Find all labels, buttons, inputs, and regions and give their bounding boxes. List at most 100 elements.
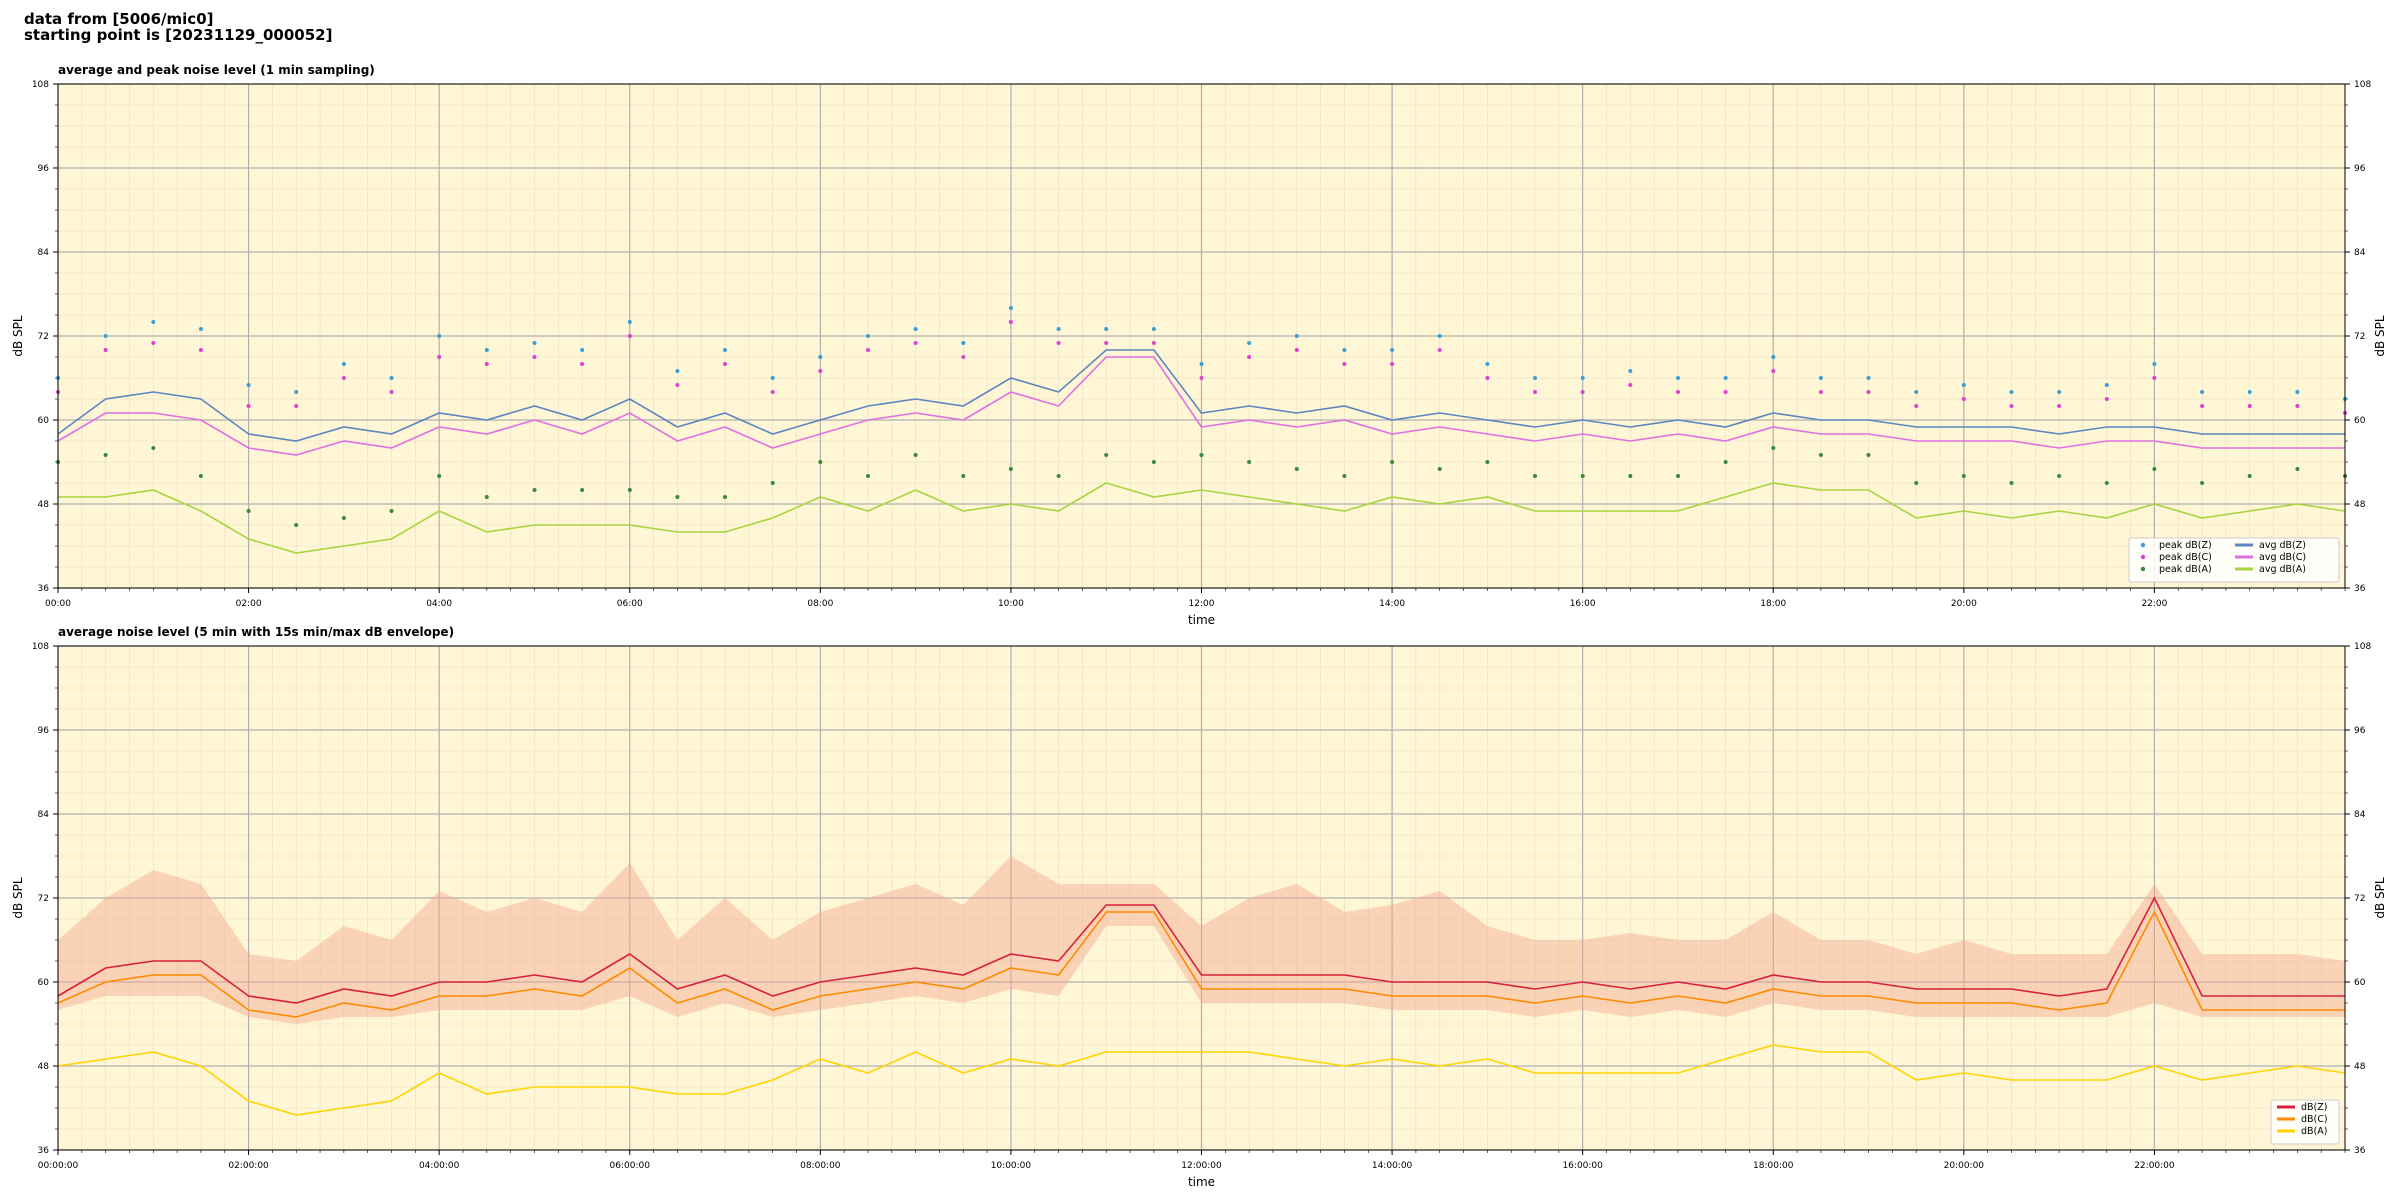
scatter-point: [294, 404, 299, 408]
scatter-point: [103, 453, 108, 457]
scatter-point: [532, 355, 537, 359]
y-tick-label-right: 60: [2354, 416, 2366, 426]
chart-average-peak: average and peak noise level (1 min samp…: [11, 63, 2387, 627]
scatter-point: [1771, 369, 1776, 373]
scatter-point: [1008, 467, 1013, 471]
y-tick-label-right: 96: [2354, 726, 2366, 736]
scatter-point: [961, 355, 966, 359]
scatter-point: [1580, 376, 1585, 380]
scatter-point: [770, 481, 775, 485]
scatter-point: [1676, 474, 1680, 478]
scatter-point: [2247, 474, 2252, 478]
header-source-line: data from [5006/mic0]: [24, 10, 214, 28]
scatter-point: [913, 341, 918, 345]
data-layer: [57, 856, 2346, 1116]
legend-box: [2128, 537, 2340, 583]
scatter-point: [532, 341, 537, 345]
scatter-point: [1390, 348, 1395, 352]
scatter-point: [389, 390, 394, 394]
scatter-point: [1247, 341, 1252, 345]
scatter-point: [2295, 390, 2300, 394]
scatter-point: [1199, 362, 1204, 366]
legend-marker: [2140, 542, 2146, 548]
scatter-point: [1485, 376, 1490, 380]
scatter-point: [961, 474, 966, 478]
series-line: [58, 482, 2346, 554]
scatter-point: [1390, 460, 1395, 464]
scatter-point: [1104, 327, 1109, 331]
y-tick-label-right: 36: [2354, 1146, 2366, 1156]
scatter-point: [913, 453, 918, 457]
chart-average-envelope: average noise level (5 min with 15s min/…: [11, 625, 2387, 1189]
series-line: [57, 1044, 2346, 1116]
scatter-point: [246, 383, 251, 387]
scatter-point: [103, 348, 108, 352]
legend-label: dB(Z): [2301, 1102, 2327, 1113]
scatter-point: [484, 362, 489, 366]
scatter-point: [1961, 397, 1966, 401]
scatter-point: [341, 516, 346, 520]
y-tick-label: 72: [38, 894, 49, 904]
y-tick-label: 108: [32, 80, 49, 90]
scatter-point: [2152, 376, 2157, 380]
scatter-point: [723, 495, 727, 499]
y-tick-label: 84: [38, 248, 50, 258]
x-tick-label: 00:00:00: [38, 1161, 79, 1171]
scatter-point: [2295, 404, 2300, 408]
y-axis-label-right: dB SPL: [2373, 877, 2387, 919]
scatter-point: [2200, 390, 2205, 394]
x-tick-label: 12:00:00: [1181, 1161, 1222, 1171]
scatter-point: [151, 341, 156, 345]
y-tick-label: 108: [32, 642, 49, 652]
series-line: [57, 356, 2345, 456]
x-tick-label: 16:00: [1570, 599, 1596, 609]
y-tick-label: 96: [38, 726, 50, 736]
data-layer: [56, 306, 2347, 554]
y-tick-label-right: 72: [2354, 332, 2365, 342]
series-line: [57, 349, 2345, 442]
scatter-point: [1723, 460, 1728, 464]
scatter-point: [246, 509, 251, 513]
scatter-point: [627, 334, 632, 338]
scatter-point: [1771, 355, 1776, 359]
x-axis-label: time: [1188, 1175, 1215, 1189]
y-tick-label: 96: [38, 164, 50, 174]
y-tick-label: 48: [38, 500, 50, 510]
scatter-point: [1151, 460, 1156, 464]
scatter-point: [1104, 341, 1109, 345]
scatter-point: [198, 327, 203, 331]
scatter-point: [2057, 474, 2062, 478]
scatter-point: [1151, 341, 1156, 345]
legend-label: peak dB(C): [2159, 552, 2212, 563]
y-axis-label: dB SPL: [11, 315, 25, 357]
scatter-point: [198, 348, 203, 352]
legend-label: peak dB(Z): [2159, 540, 2212, 551]
scatter-point: [1437, 348, 1442, 352]
y-tick-label: 48: [38, 1062, 50, 1072]
scatter-point: [1342, 348, 1347, 352]
scatter-point: [1866, 390, 1871, 394]
scatter-point: [1723, 376, 1728, 380]
scatter-point: [866, 334, 870, 338]
scatter-point: [770, 376, 775, 380]
scatter-point: [484, 348, 489, 352]
x-tick-label: 16:00:00: [1562, 1161, 1603, 1171]
y-tick-label-right: 84: [2354, 810, 2366, 820]
scatter-point: [389, 509, 394, 513]
scatter-point: [1723, 390, 1728, 394]
scatter-point: [1818, 376, 1823, 380]
scatter-point: [2200, 481, 2205, 485]
scatter-point: [1294, 334, 1299, 338]
scatter-point: [1914, 404, 1919, 408]
scatter-point: [2152, 467, 2157, 471]
x-tick-label: 08:00: [807, 599, 833, 609]
scatter-point: [1199, 453, 1204, 457]
scatter-point: [818, 355, 823, 359]
scatter-point: [913, 327, 918, 331]
scatter-point: [1342, 362, 1347, 366]
series-line: [57, 896, 2345, 1004]
legend-label: peak dB(A): [2159, 564, 2212, 575]
scatter-point: [2200, 404, 2205, 408]
x-tick-label: 14:00:00: [1372, 1161, 1413, 1171]
scatter-point: [437, 334, 442, 338]
